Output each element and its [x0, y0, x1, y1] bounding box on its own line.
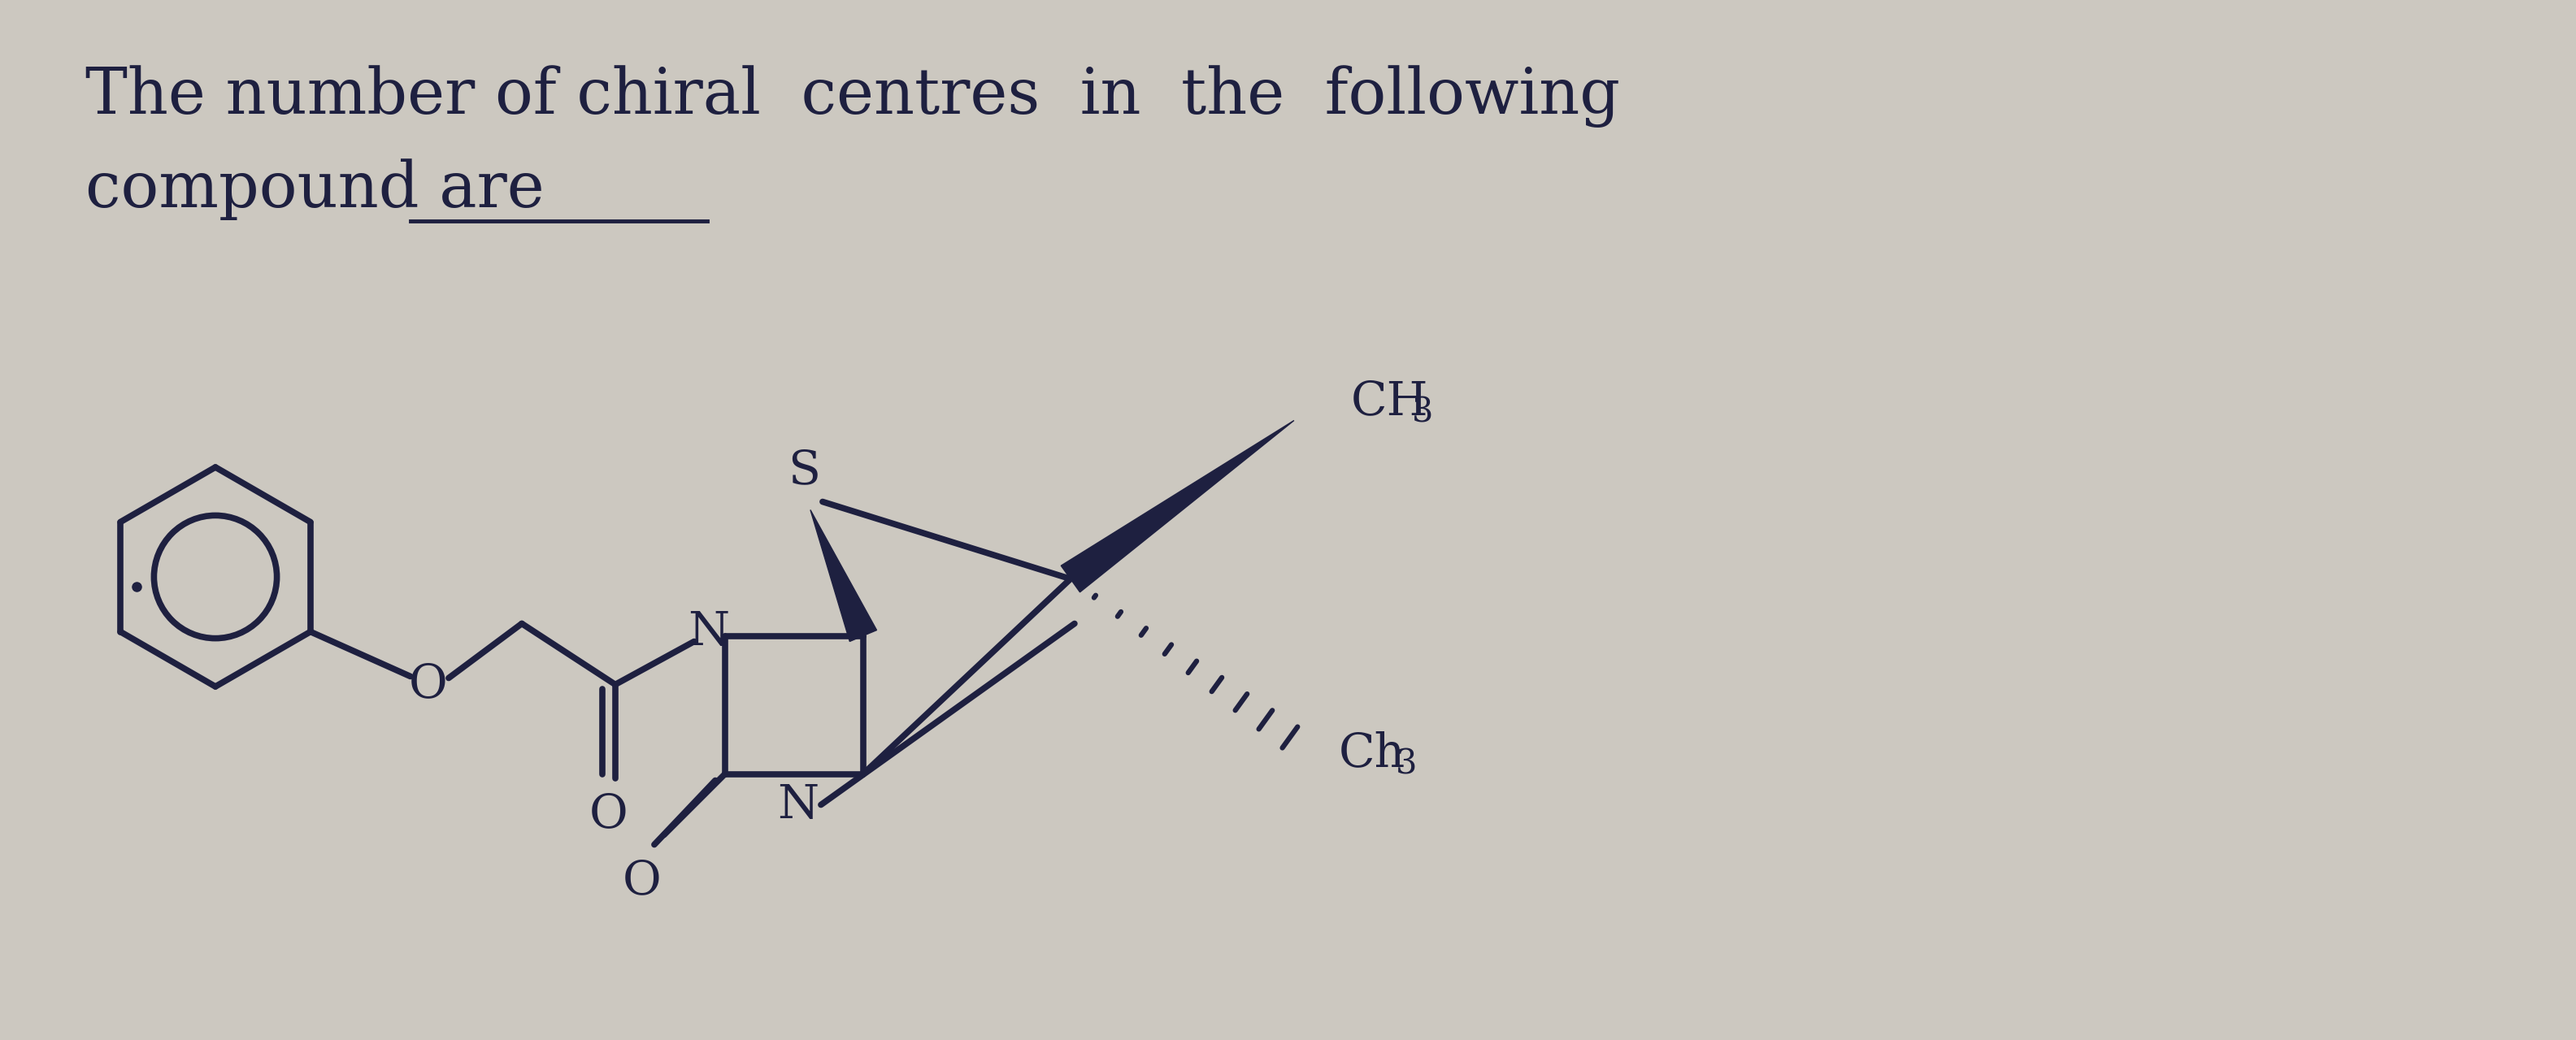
- Text: 3: 3: [1412, 395, 1432, 430]
- Text: 3: 3: [1396, 747, 1417, 781]
- Text: O: O: [590, 791, 629, 837]
- Text: The number of chiral  centres  in  the  following: The number of chiral centres in the foll…: [85, 66, 1620, 128]
- Text: CH: CH: [1350, 379, 1430, 424]
- Polygon shape: [811, 510, 876, 642]
- Text: O: O: [623, 858, 662, 904]
- Text: N: N: [778, 782, 819, 828]
- Polygon shape: [1061, 420, 1293, 592]
- Text: Ch: Ch: [1340, 731, 1406, 776]
- Text: S: S: [788, 448, 819, 494]
- Text: compound are: compound are: [85, 158, 544, 220]
- Text: N: N: [688, 609, 729, 654]
- Text: O: O: [410, 661, 448, 707]
